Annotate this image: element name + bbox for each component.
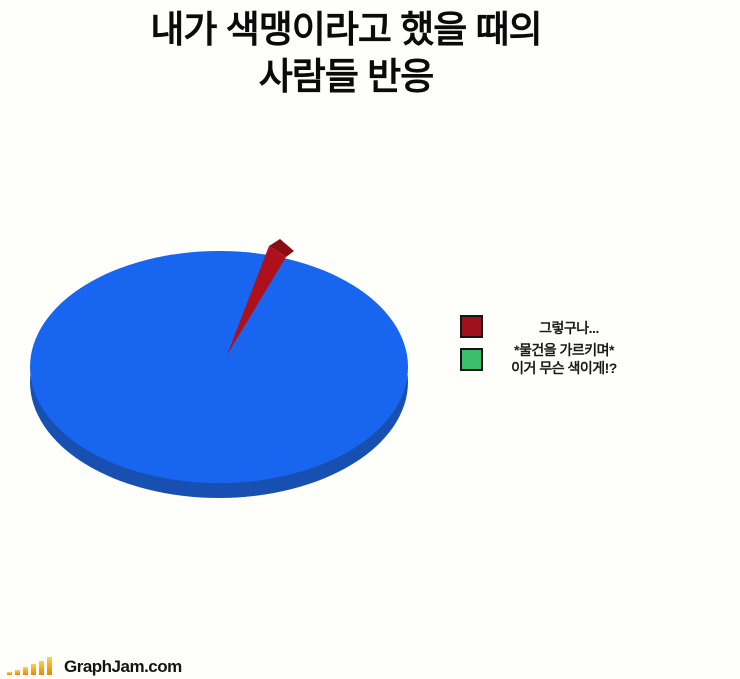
chart-title: 내가 색맹이라고 했을 때의 사람들 반응	[0, 6, 692, 100]
pie-chart	[30, 239, 408, 498]
graphjam-bars-icon	[7, 657, 52, 675]
pie-top-ellipse	[30, 251, 408, 483]
chart-title-line2: 사람들 반응	[258, 56, 434, 97]
legend-label-reaction-2-line1: *물건을 가르키며*	[514, 342, 614, 358]
pie-red-sliver-cap	[269, 239, 294, 257]
graphjam-logo-text: GraphJam.com	[64, 657, 182, 676]
chart-title-line1: 내가 색맹이라고 했을 때의	[150, 9, 542, 50]
legend-swatch-red	[460, 315, 483, 338]
legend-swatch-green	[460, 348, 483, 371]
legend-label-reaction-1: 그렇구나...	[539, 320, 599, 336]
legend-label-reaction-2-line2: 이거 무슨 색이게!?	[511, 360, 617, 376]
pie-red-sliver-face	[227, 246, 286, 355]
legend-label-reaction-2: *물건을 가르키며* 이거 무슨 색이게!?	[486, 341, 642, 377]
